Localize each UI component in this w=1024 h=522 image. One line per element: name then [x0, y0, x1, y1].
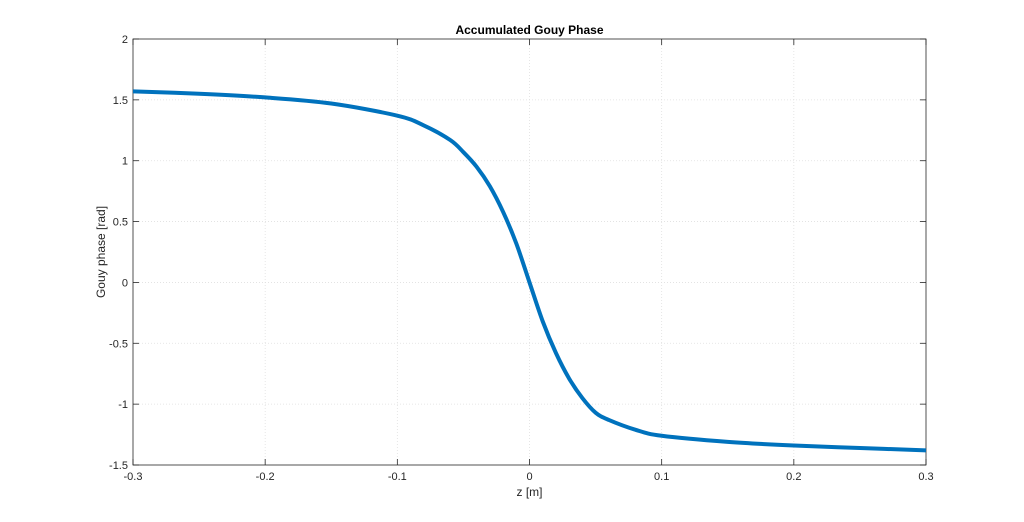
y-tick-label: -0.5: [109, 338, 128, 350]
x-axis-label: z [m]: [517, 485, 543, 499]
y-tick-label: -1: [118, 399, 128, 411]
axis-ticks: -0.3 -0.2 -0.1 0 0.1 0.2 0.3 -1.5 -1 -0.5 0 0.5 1 1.5…: [109, 34, 934, 483]
y-axis-label: Gouy phase [rad]: [94, 206, 108, 298]
x-tick-label: 0.1: [654, 471, 669, 483]
y-tick-label: 0: [122, 277, 128, 289]
x-tick-label: 0.2: [786, 471, 801, 483]
y-tick-label: 1: [122, 156, 128, 168]
series-line-gouy-phase: [132, 89, 927, 453]
x-tick-label: -0.1: [388, 471, 407, 483]
y-tick-label: -1.5: [109, 460, 128, 472]
x-tick-label: -0.3: [124, 471, 143, 483]
y-tick-label: 1.5: [113, 95, 128, 107]
grid-lines: [133, 39, 926, 465]
y-tick-label: 0.5: [113, 217, 128, 229]
x-tick-label: 0.3: [918, 471, 933, 483]
data-series: [132, 89, 927, 453]
x-tick-label: 0: [526, 471, 532, 483]
y-tick-label: 2: [122, 34, 128, 46]
x-tick-label: -0.2: [256, 471, 275, 483]
chart-title: Accumulated Gouy Phase: [455, 23, 603, 37]
